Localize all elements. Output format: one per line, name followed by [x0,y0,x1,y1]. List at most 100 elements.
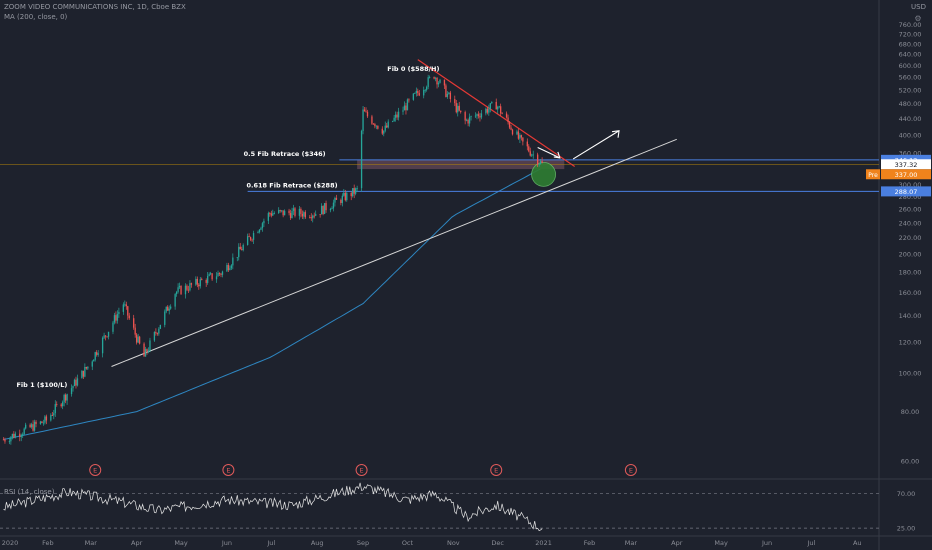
candle-body [340,199,342,204]
candle-body [175,291,178,295]
candle-body [426,86,428,90]
candle-body [226,265,228,272]
time-tick-label: Jul [806,539,815,547]
candle-body [531,154,533,156]
candle-body [292,208,295,211]
candle-body [218,272,221,274]
candle-body [104,335,107,337]
candle-body [485,108,487,114]
candle-body [334,197,336,203]
candle-body [393,117,395,122]
candle-body [383,130,385,134]
candle-body [217,272,219,277]
candle-body [270,213,272,216]
candle-body [207,275,209,283]
price-level-tag-label: 288.07 [895,188,918,196]
candle-body [137,336,139,343]
candle-body [198,284,200,287]
arrow-down-line [537,146,561,159]
candle-body [238,246,240,258]
candle-body [63,394,65,403]
candle-body [291,210,293,219]
time-tick-label: May [174,539,188,547]
candle-body [232,257,234,266]
symbol-legend[interactable]: ZOOM VIDEO COMMUNICATIONS INC, 1D, Cboe … [4,3,186,11]
price-tick-label: 680.00 [899,40,922,48]
candle-body [33,421,36,431]
candle-body [288,210,290,214]
candle-body [205,279,207,283]
candle-body [346,192,348,201]
candle-body [190,283,193,285]
arrow-up-head [611,130,620,138]
candle-body [405,105,407,111]
time-tick-label: 2021 [535,539,552,547]
candle-body [84,366,86,377]
candle-body [103,335,105,338]
candle-body [371,116,373,124]
rsi-legend[interactable]: RSI (14, close) [4,488,55,496]
candle-body [474,115,477,117]
candle-body [301,213,304,217]
candle-body [249,237,252,240]
price-tick-label: 220.00 [899,234,922,242]
time-axis[interactable]: 2020 Feb Mar Apr May Jun Jul Aug Sep Oct Nov Dec 202… [2,539,862,547]
candle-body [2,439,5,441]
candle-body [497,106,499,110]
candle-body [239,246,241,250]
fib-annotation: 0.5 Fib Retrace ($346) [244,150,326,158]
time-tick-label: Jul [266,539,275,547]
support-trendline [111,138,677,367]
earnings-marker-label: E [226,467,230,475]
candle-body [283,210,286,216]
candle-body [468,116,471,124]
candle-body [500,106,502,114]
candle-body [446,93,449,97]
candle-body [541,161,543,163]
candle-body [448,92,450,94]
earnings-marker [89,464,102,476]
candles [2,74,543,445]
candle-body [177,287,179,292]
candle-body [402,110,404,112]
candle-body [315,214,317,216]
rsi-level-label: 25.00 [897,525,916,533]
candle-body [112,322,114,332]
price-tick-label: 160.00 [899,289,922,297]
candle-body [374,124,376,127]
time-tick-label: Sep [357,539,369,547]
candle-body [397,111,400,118]
candle-body [298,208,301,216]
price-tick-label: 360.00 [899,150,922,158]
candle-body [424,89,426,91]
time-tick-label: Jun [761,539,772,547]
time-tick-label: Apr [131,539,143,547]
fib-annotation: 0.618 Fib Retrace ($288) [246,181,337,189]
candle-body [14,433,16,438]
ma-legend[interactable]: MA (200, close, 0) [4,13,68,21]
candle-body [501,113,503,115]
candle-body [115,315,117,321]
candle-body [180,286,182,295]
settings-icon[interactable]: ⚙ [914,14,922,23]
candle-body [300,208,302,214]
candle-body [4,439,6,442]
candle-body [489,103,491,109]
candle-body [329,208,332,211]
candle-body [428,76,431,78]
candle-body [209,273,212,275]
candle-body [362,109,364,131]
candle-body [29,424,31,428]
earnings-marker [624,464,637,476]
candle-body [76,378,79,386]
candle-body [135,334,138,343]
price-tick-label: 400.00 [899,131,922,139]
candle-body [310,217,312,219]
candle-body [332,202,335,209]
candle-body [465,119,468,121]
candle-body [309,217,311,219]
candle-body [445,85,447,97]
